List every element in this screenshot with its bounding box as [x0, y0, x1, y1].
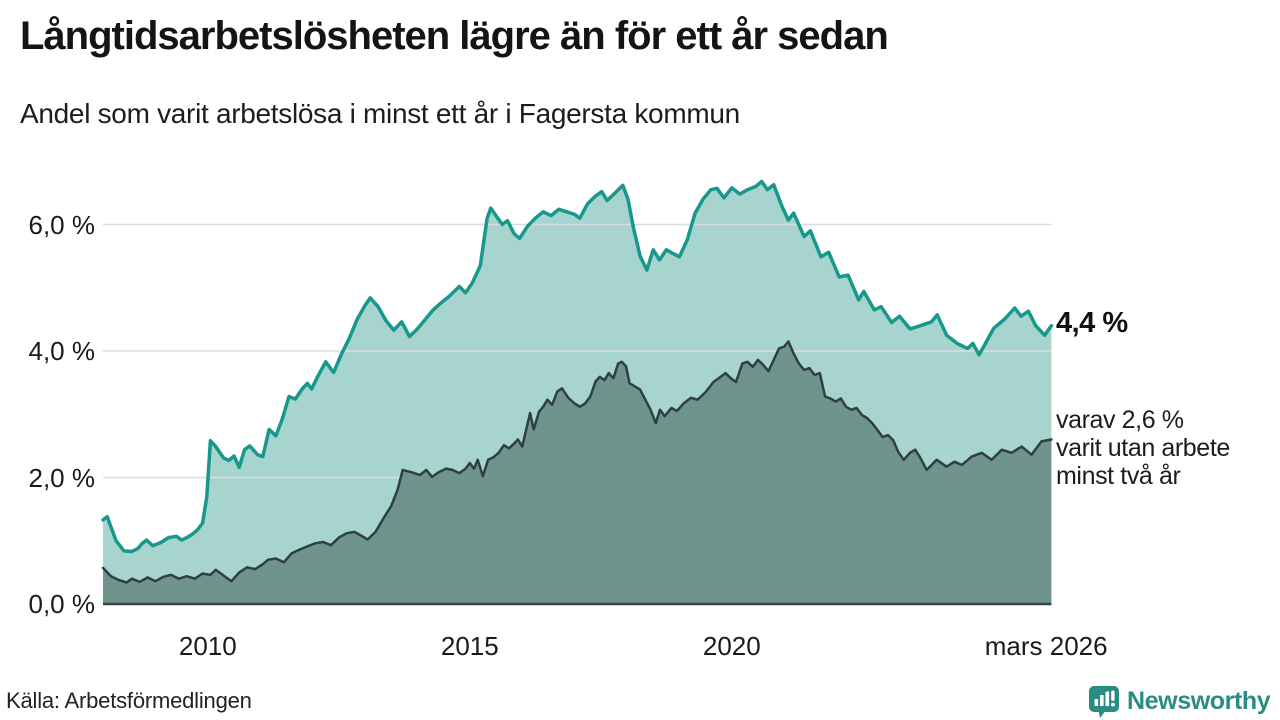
- annotation-line: varit utan arbete: [1056, 434, 1230, 462]
- newsworthy-logo-icon: [1089, 686, 1119, 718]
- series-line-minst-tva-ar: [101, 340, 1053, 584]
- latest-value-label: 4,4 %: [1056, 306, 1128, 339]
- x-tick-label-2020: 2020: [702, 631, 761, 661]
- x-tick-label-mars-2026: mars 2026: [984, 631, 1108, 661]
- secondary-value-annotation: varav 2,6 % varit utan arbete minst två …: [1056, 406, 1230, 490]
- series-line-minst-ett-ar: [101, 179, 1054, 554]
- y-tick-label-4: 4,0 %: [28, 336, 96, 366]
- x-tick-label-2010: 2010: [178, 631, 237, 661]
- y-tick-label-0: 0,0 %: [28, 589, 96, 619]
- chart-title: Långtidsarbetslösheten lägre än för ett …: [20, 14, 889, 58]
- y-tick-label-6: 6,0 %: [28, 209, 96, 240]
- y-tick-label-2: 2,0 %: [28, 462, 96, 493]
- x-tick-label-2015: 2015: [440, 631, 499, 661]
- annotation-line: varav 2,6 %: [1056, 406, 1184, 434]
- chart-subtitle: Andel som varit arbetslösa i minst ett å…: [20, 98, 740, 129]
- source-attribution: Källa: Arbetsförmedlingen: [6, 688, 252, 713]
- newsworthy-brand: Newsworthy: [1087, 684, 1271, 718]
- series-area-minst-tva-ar: [103, 341, 1052, 604]
- annotation-line: minst två år: [1056, 462, 1181, 490]
- newsworthy-wordmark: Newsworthy: [1127, 687, 1271, 715]
